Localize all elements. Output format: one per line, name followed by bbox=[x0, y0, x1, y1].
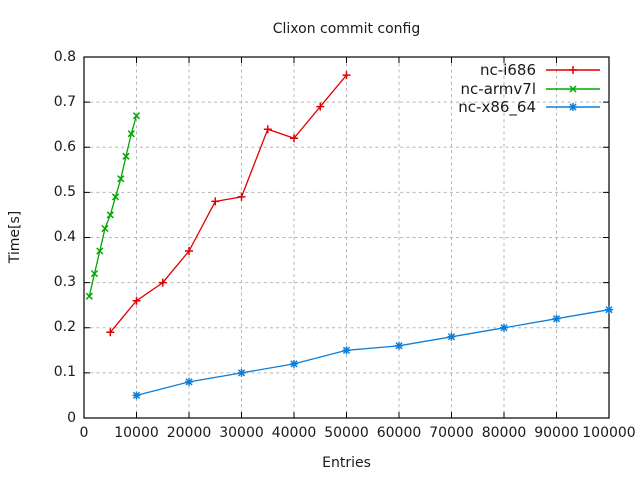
y-tick-label: 0.6 bbox=[53, 138, 76, 155]
legend-line-sample bbox=[546, 84, 600, 93]
legend-line-sample bbox=[546, 66, 600, 75]
y-tick-label: 0.3 bbox=[53, 274, 76, 291]
grid bbox=[84, 57, 609, 418]
x-tick-label: 90000 bbox=[534, 425, 579, 441]
series-nc-x86_64 bbox=[132, 305, 613, 400]
legend-label: nc-i686 bbox=[480, 61, 536, 80]
series-markers bbox=[106, 71, 351, 337]
legend-item-nc-armv7l: nc-armv7l bbox=[458, 79, 601, 98]
y-tick-label: 0.4 bbox=[53, 229, 76, 245]
y-tick-label: 0.7 bbox=[53, 93, 76, 110]
series-markers bbox=[132, 305, 613, 400]
series-markers bbox=[85, 112, 141, 300]
series-line bbox=[109, 74, 347, 333]
series-nc-i686 bbox=[106, 71, 351, 337]
y-tick-label: 0.2 bbox=[53, 319, 76, 336]
legend-label: nc-armv7l bbox=[460, 79, 536, 98]
x-tick-label: 10000 bbox=[114, 425, 159, 441]
x-tick-label: 20000 bbox=[166, 425, 212, 441]
chart-title: Clixon commit config bbox=[272, 21, 421, 37]
y-tick-label: 0.8 bbox=[53, 48, 76, 65]
x-tick-label: 40000 bbox=[271, 425, 317, 441]
x-axis-label: Entries bbox=[322, 455, 371, 471]
y-tick-label: 0 bbox=[67, 409, 76, 426]
series-line bbox=[136, 309, 610, 397]
y-tick-label: 0.5 bbox=[53, 183, 76, 200]
x-tick-label: 100000 bbox=[582, 425, 636, 441]
series-nc-armv7l bbox=[85, 112, 141, 300]
legend-item-nc-i686: nc-i686 bbox=[458, 61, 601, 79]
x-tick-label: 30000 bbox=[219, 425, 264, 441]
plot-border bbox=[83, 56, 610, 419]
legend-line-sample bbox=[546, 102, 600, 111]
series-line bbox=[88, 115, 138, 297]
y-tick-label: 0.1 bbox=[53, 364, 76, 381]
x-tick-label: 0 bbox=[79, 425, 89, 441]
legend-label: nc-x86_64 bbox=[458, 97, 536, 116]
x-tick-label: 70000 bbox=[429, 425, 474, 441]
x-tick-label: 50000 bbox=[324, 425, 369, 441]
legend: nc-i686 nc-armv7l nc-x86_64 bbox=[458, 61, 601, 116]
x-tick-label: 80000 bbox=[481, 425, 527, 441]
x-tick-label: 60000 bbox=[376, 425, 422, 441]
legend-item-nc-x86_64: nc-x86_64 bbox=[458, 98, 601, 116]
